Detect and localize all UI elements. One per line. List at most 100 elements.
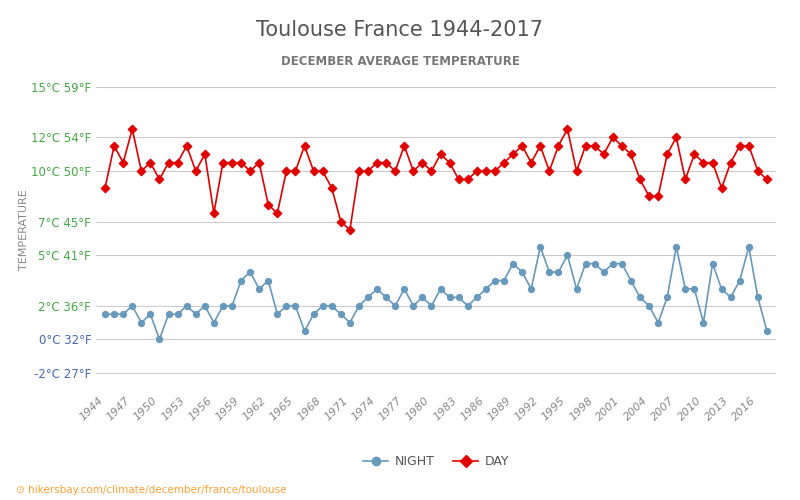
Point — [226, 158, 238, 166]
Point — [516, 142, 529, 150]
Point — [362, 294, 374, 302]
Point — [234, 276, 247, 284]
Point — [198, 150, 211, 158]
Y-axis label: TEMPERATURE: TEMPERATURE — [19, 190, 29, 270]
Point — [579, 142, 592, 150]
Point — [552, 142, 565, 150]
Point — [398, 142, 410, 150]
Point — [234, 158, 247, 166]
Point — [534, 142, 546, 150]
Point — [579, 260, 592, 268]
Point — [652, 192, 665, 200]
Point — [525, 285, 538, 293]
Point — [180, 142, 193, 150]
Point — [525, 158, 538, 166]
Point — [135, 167, 148, 175]
Point — [380, 158, 393, 166]
Point — [98, 184, 111, 192]
Point — [316, 302, 329, 310]
Legend: NIGHT, DAY: NIGHT, DAY — [358, 450, 514, 473]
Point — [262, 200, 274, 208]
Point — [162, 310, 175, 318]
Point — [634, 176, 646, 184]
Point — [280, 302, 293, 310]
Point — [217, 158, 230, 166]
Point — [389, 167, 402, 175]
Point — [506, 150, 519, 158]
Point — [126, 302, 138, 310]
Point — [761, 176, 774, 184]
Point — [443, 294, 456, 302]
Point — [298, 142, 311, 150]
Point — [706, 260, 719, 268]
Point — [262, 276, 274, 284]
Point — [407, 302, 420, 310]
Point — [326, 302, 338, 310]
Point — [126, 125, 138, 133]
Point — [171, 158, 184, 166]
Point — [615, 260, 628, 268]
Point — [598, 268, 610, 276]
Point — [470, 167, 483, 175]
Point — [162, 158, 175, 166]
Point — [506, 260, 519, 268]
Point — [253, 285, 266, 293]
Point — [661, 294, 674, 302]
Point — [190, 310, 202, 318]
Point — [117, 158, 130, 166]
Point — [416, 158, 429, 166]
Point — [108, 310, 121, 318]
Point — [625, 276, 638, 284]
Point — [334, 310, 347, 318]
Point — [425, 302, 438, 310]
Point — [353, 302, 366, 310]
Point — [742, 142, 755, 150]
Point — [153, 176, 166, 184]
Point — [316, 167, 329, 175]
Point — [498, 158, 510, 166]
Point — [271, 209, 284, 217]
Point — [253, 158, 266, 166]
Point — [144, 158, 157, 166]
Point — [407, 167, 420, 175]
Point — [343, 226, 356, 234]
Point — [724, 294, 737, 302]
Point — [715, 285, 728, 293]
Point — [588, 142, 601, 150]
Point — [697, 158, 710, 166]
Point — [598, 150, 610, 158]
Point — [416, 294, 429, 302]
Point — [479, 167, 492, 175]
Point — [661, 150, 674, 158]
Point — [244, 268, 257, 276]
Point — [570, 285, 583, 293]
Point — [543, 268, 556, 276]
Point — [489, 167, 502, 175]
Point — [434, 285, 447, 293]
Point — [298, 327, 311, 335]
Point — [343, 318, 356, 326]
Point — [642, 302, 655, 310]
Point — [443, 158, 456, 166]
Point — [153, 336, 166, 344]
Point — [353, 167, 366, 175]
Point — [207, 318, 220, 326]
Point — [679, 285, 692, 293]
Point — [751, 294, 764, 302]
Point — [271, 310, 284, 318]
Point — [98, 310, 111, 318]
Point — [380, 294, 393, 302]
Point — [534, 243, 546, 251]
Point — [280, 167, 293, 175]
Point — [606, 134, 619, 141]
Point — [588, 260, 601, 268]
Point — [697, 318, 710, 326]
Point — [462, 302, 474, 310]
Point — [688, 150, 701, 158]
Point — [498, 276, 510, 284]
Point — [606, 260, 619, 268]
Point — [389, 302, 402, 310]
Point — [679, 176, 692, 184]
Point — [217, 302, 230, 310]
Point — [190, 167, 202, 175]
